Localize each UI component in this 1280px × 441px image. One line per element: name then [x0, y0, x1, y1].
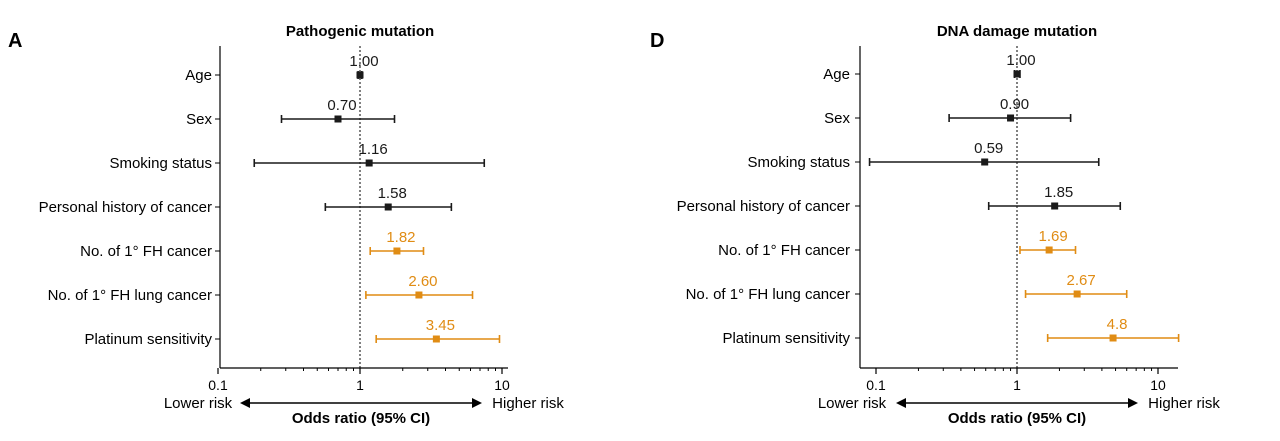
row-label: Platinum sensitivity [722, 330, 850, 347]
point-estimate [1007, 114, 1015, 122]
or-value-label: 1.82 [386, 229, 415, 246]
row-label: No. of 1° FH cancer [80, 243, 212, 260]
or-value-label: 0.90 [1000, 96, 1029, 113]
row-label: No. of 1° FH lung cancer [48, 287, 212, 304]
or-value-label: 1.85 [1044, 184, 1073, 201]
x-axis-ticks: 0.1 1 10 [866, 368, 1166, 393]
risk-arrow [240, 398, 482, 408]
or-value-label: 0.59 [974, 140, 1003, 157]
row-label: Personal history of cancer [677, 198, 850, 215]
or-value-label: 4.8 [1107, 316, 1128, 333]
row-label: No. of 1° FH cancer [718, 242, 850, 259]
x-axis-ticks: 0.1 1 10 [208, 368, 510, 393]
row-label: Sex [186, 111, 212, 128]
point-estimate [384, 203, 392, 211]
point-estimate [393, 247, 401, 255]
chart-title: Pathogenic mutation [286, 23, 434, 40]
panel-label: D [650, 30, 664, 52]
higher-risk-label: Higher risk [1148, 395, 1220, 412]
x-tick-label: 0.1 [208, 377, 228, 393]
forest-rows: Age 1.00 Sex 0.90 Smoking status 0.59 Personal… [677, 46, 1180, 368]
row-label: Age [823, 66, 850, 83]
row-label: No. of 1° FH lung cancer [686, 286, 850, 303]
or-value-label: 1.00 [1006, 52, 1035, 69]
x-tick-label: 10 [494, 377, 510, 393]
point-estimate [1109, 334, 1117, 342]
point-estimate [334, 115, 342, 123]
x-tick-label: 10 [1150, 377, 1166, 393]
row-label: Smoking status [109, 155, 212, 172]
point-estimate [356, 71, 364, 79]
x-axis-title: Odds ratio (95% CI) [948, 410, 1086, 427]
x-tick-label: 0.1 [866, 377, 886, 393]
lower-risk-label: Lower risk [164, 395, 233, 412]
or-value-label: 1.00 [349, 53, 378, 70]
forest-rows: Age 1.00 Sex 0.70 Smoking status 1.16 Personal… [39, 46, 501, 368]
row-label: Smoking status [747, 154, 850, 171]
or-value-label: 1.58 [378, 185, 407, 202]
or-value-label: 2.67 [1067, 272, 1096, 289]
row-label: Platinum sensitivity [84, 331, 212, 348]
or-value-label: 0.70 [327, 97, 356, 114]
point-estimate [432, 335, 440, 343]
point-estimate [1013, 70, 1021, 78]
or-value-label: 2.60 [408, 273, 437, 290]
higher-risk-label: Higher risk [492, 395, 564, 412]
row-label: Age [185, 67, 212, 84]
panel-label: A [8, 30, 22, 52]
panel-d: D DNA damage mutation Age 1.00 Sex 0.90 Smok… [650, 23, 1220, 427]
point-estimate [415, 291, 423, 299]
or-value-label: 1.69 [1039, 228, 1068, 245]
panel-a: A Pathogenic mutation Age 1.00 Sex 0.70 Smok… [8, 23, 564, 427]
lower-risk-label: Lower risk [818, 395, 887, 412]
chart-title: DNA damage mutation [937, 23, 1097, 40]
or-value-label: 1.16 [359, 141, 388, 158]
point-estimate [981, 158, 989, 166]
x-tick-label: 1 [1013, 377, 1021, 393]
point-estimate [1045, 246, 1053, 254]
or-value-label: 3.45 [426, 317, 455, 334]
row-label: Sex [824, 110, 850, 127]
point-estimate [365, 159, 373, 167]
x-tick-label: 1 [356, 377, 364, 393]
row-label: Personal history of cancer [39, 199, 212, 216]
point-estimate [1051, 202, 1059, 210]
x-axis-title: Odds ratio (95% CI) [292, 410, 430, 427]
risk-arrow [896, 398, 1138, 408]
point-estimate [1073, 290, 1081, 298]
